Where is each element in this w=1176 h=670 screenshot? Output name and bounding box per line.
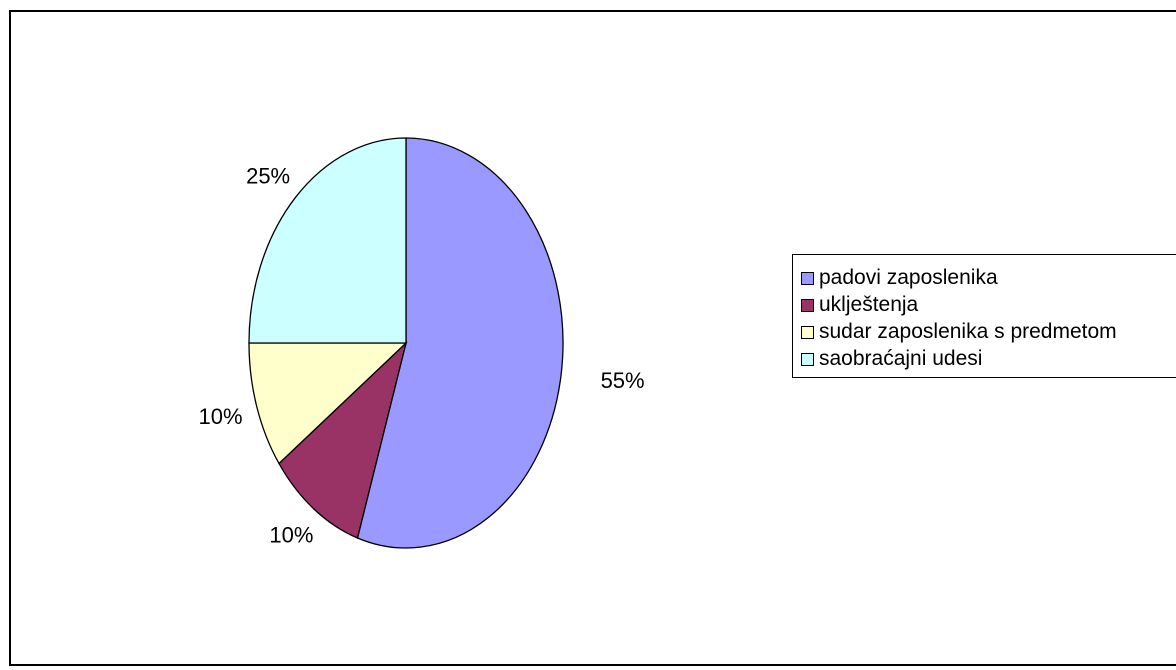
data-label-saobracajni-udesi: 25% (246, 163, 290, 188)
legend-label: padovi zaposlenika (819, 266, 998, 289)
data-label-sudar-zaposlenika: 10% (199, 404, 243, 429)
legend-item-padovi-zaposlenika: padovi zaposlenika (801, 265, 998, 291)
slice-saobracajni-udesi (248, 137, 407, 344)
legend-label: saobraćajni udesi (819, 347, 983, 370)
slice-sudar-zaposlenika (248, 342, 408, 465)
legend-swatch (801, 325, 814, 339)
slice-ukljestenja (278, 340, 408, 539)
legend-swatch (801, 352, 814, 366)
legend-item-saobracajni-udesi: saobraćajni udesi (801, 346, 982, 372)
legend-label: uklještenja (819, 293, 919, 316)
legend-swatch (801, 271, 814, 285)
data-label-ukljestenja: 10% (269, 523, 313, 548)
legend-item-ukljestenja: uklještenja (801, 292, 918, 318)
legend-item-sudar-zaposlenika: sudar zaposlenika s predmetom (801, 319, 1117, 345)
data-label-padovi-zaposlenika: 55% (601, 368, 645, 393)
legend-label: sudar zaposlenika s predmetom (819, 320, 1117, 343)
legend-swatch (801, 298, 814, 312)
slice-padovi-zaposlenika (356, 137, 564, 549)
legend: padovi zaposlenika uklještenja sudar zap… (792, 254, 1176, 378)
